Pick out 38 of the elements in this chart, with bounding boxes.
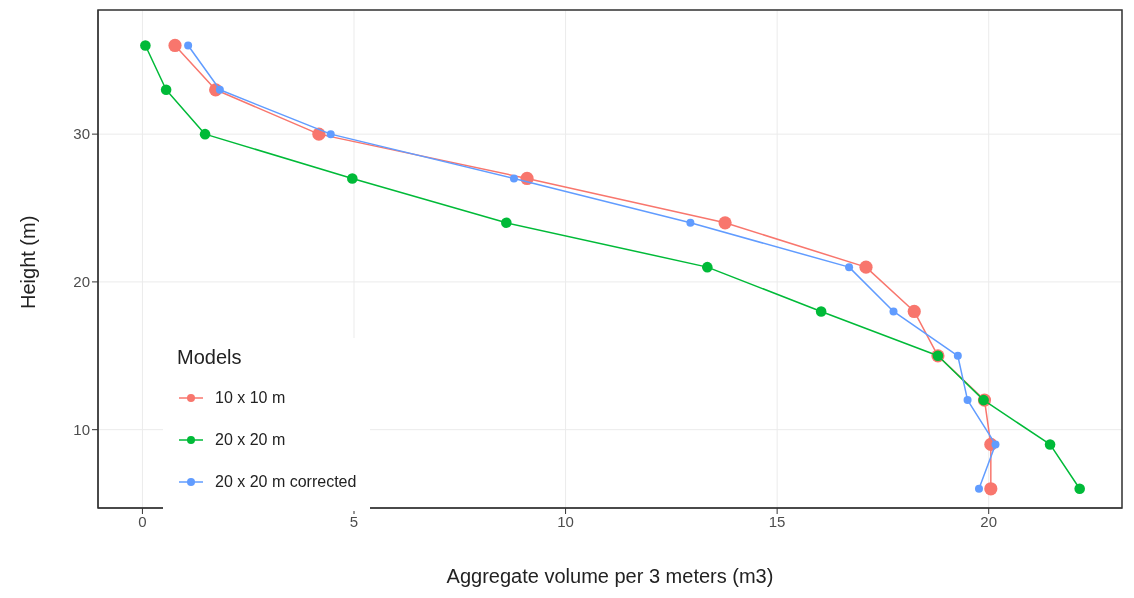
point <box>347 173 358 184</box>
legend-label: 20 x 20 m corrected <box>214 472 357 492</box>
point <box>953 351 962 360</box>
point <box>326 130 335 139</box>
point <box>889 307 898 316</box>
x-axis-title: Aggregate volume per 3 meters (m3) <box>446 565 774 587</box>
legend-label: 10 x 10 m <box>214 388 287 408</box>
point <box>907 304 921 319</box>
x-tick-label: 5 <box>349 512 359 530</box>
point <box>845 263 854 272</box>
point <box>974 484 983 493</box>
y-axis-title: Height (m) <box>17 215 40 309</box>
x-tick-label: 10 <box>557 512 574 530</box>
point <box>184 41 193 50</box>
point <box>702 261 713 273</box>
point <box>963 396 972 405</box>
point <box>160 84 172 96</box>
x-tick-label: 20 <box>980 512 998 530</box>
point <box>1074 483 1085 495</box>
y-tick-label: 10 <box>73 421 90 438</box>
point <box>718 216 732 230</box>
point <box>991 440 1000 449</box>
y-tick-label: 20 <box>73 273 90 291</box>
point <box>1044 439 1056 450</box>
point <box>168 38 182 53</box>
point <box>501 217 512 229</box>
point <box>686 218 695 227</box>
point <box>140 40 151 51</box>
x-tick-label: 15 <box>768 512 786 530</box>
point <box>815 306 827 317</box>
legend-label: 20 x 20 m <box>214 430 287 450</box>
legend-title: Models <box>177 346 243 369</box>
x-tick-label: 0 <box>138 512 147 530</box>
point <box>509 174 518 183</box>
point <box>199 128 211 140</box>
point <box>859 260 873 274</box>
point <box>984 482 998 496</box>
y-tick-label: 30 <box>73 125 90 143</box>
